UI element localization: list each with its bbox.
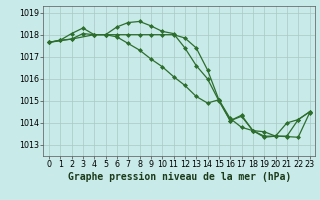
X-axis label: Graphe pression niveau de la mer (hPa): Graphe pression niveau de la mer (hPa) xyxy=(68,172,291,182)
